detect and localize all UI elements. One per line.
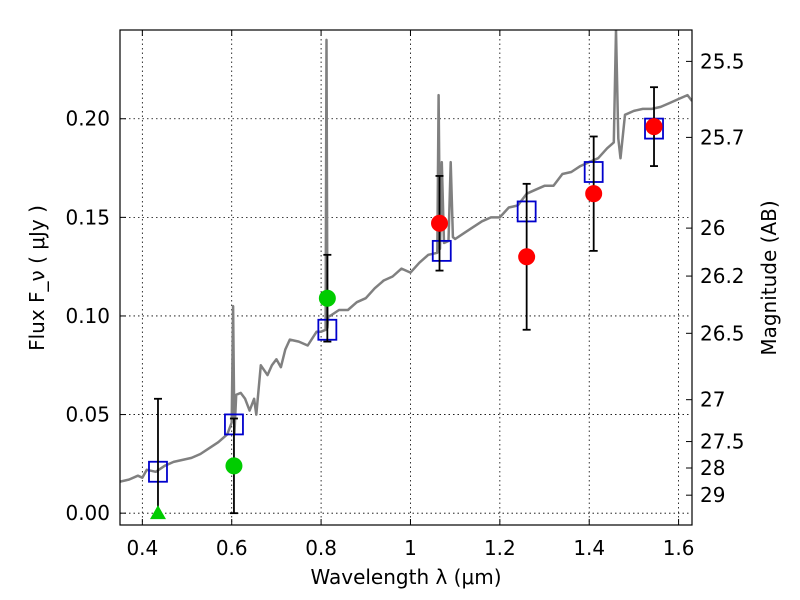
y-tick-label: 0.05	[65, 403, 110, 427]
y-axis-label: Flux F_ν ( μJy )	[25, 205, 49, 351]
photometry-marks	[148, 86, 664, 520]
photometry-point	[318, 289, 336, 307]
y-tick-label: 0.00	[65, 501, 110, 525]
x-tick-label: 0.4	[126, 536, 158, 560]
x-tick-label: 0.6	[216, 536, 248, 560]
x-tick-label: 0.8	[305, 536, 337, 560]
y-tick-label: 0.10	[65, 304, 110, 328]
model-square	[431, 239, 452, 262]
y-right-tick-label: 27	[700, 388, 725, 412]
y-right-tick-label: 26.2	[700, 264, 745, 288]
plot-frame	[119, 29, 693, 526]
upper-limit-triangle	[149, 505, 166, 520]
photometry-point	[431, 214, 449, 232]
y-right-tick-label: 29	[700, 483, 725, 507]
axis-ticks: 0.4 0.6 0.8 1 1.2 1.4 1.6 0.00 0.05 0.10 0.15 0.20 2…	[65, 30, 745, 560]
y-tick-label: 0.15	[65, 205, 110, 229]
x-tick-label: 1.6	[663, 536, 695, 560]
photometry-point	[645, 118, 663, 136]
x-axis-label: Wavelength λ (μm)	[310, 565, 501, 589]
y-tick-label: 0.20	[65, 107, 110, 131]
x-tick-label: 1.2	[484, 536, 516, 560]
y-right-tick-label: 26.5	[700, 321, 745, 345]
x-tick-label: 1	[404, 536, 417, 560]
model-spectrum	[120, 30, 692, 483]
y-right-tick-label: 28	[700, 456, 725, 480]
y-right-tick-label: 26	[700, 216, 725, 240]
y-axis-right-label: Magnitude (AB)	[757, 200, 781, 355]
x-tick-label: 1.4	[573, 536, 605, 560]
photometry-point	[585, 185, 603, 203]
y-right-tick-label: 25.5	[700, 49, 745, 73]
grid	[120, 30, 692, 525]
photometry-point	[225, 457, 243, 475]
spectrum-line	[120, 30, 692, 483]
y-right-tick-label: 27.5	[700, 430, 745, 454]
y-right-tick-label: 25.7	[700, 125, 745, 149]
photometry-point	[518, 248, 536, 266]
